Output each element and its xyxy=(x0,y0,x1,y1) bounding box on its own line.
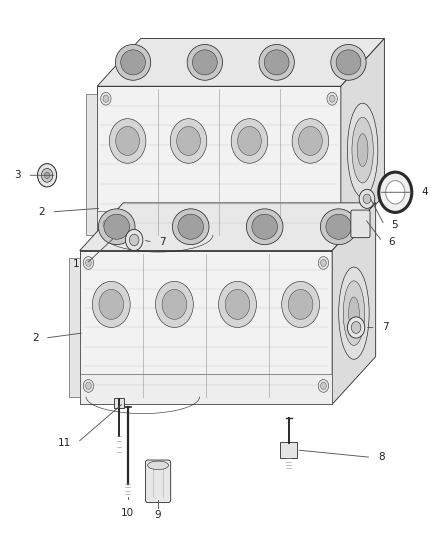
Ellipse shape xyxy=(148,461,169,470)
Text: 10: 10 xyxy=(121,508,134,518)
Ellipse shape xyxy=(264,50,289,75)
Circle shape xyxy=(351,321,361,333)
Circle shape xyxy=(83,379,94,392)
Circle shape xyxy=(299,126,322,156)
Polygon shape xyxy=(86,94,97,235)
Circle shape xyxy=(83,256,94,269)
Circle shape xyxy=(85,260,91,266)
Ellipse shape xyxy=(349,297,359,329)
Ellipse shape xyxy=(331,44,366,80)
Text: 4: 4 xyxy=(421,187,428,197)
Text: 7: 7 xyxy=(159,237,166,247)
Circle shape xyxy=(359,189,375,208)
Circle shape xyxy=(231,119,268,163)
Circle shape xyxy=(386,181,405,204)
Polygon shape xyxy=(341,38,385,243)
Circle shape xyxy=(103,220,109,228)
Ellipse shape xyxy=(99,209,135,245)
Circle shape xyxy=(379,172,412,213)
Ellipse shape xyxy=(343,281,364,345)
Circle shape xyxy=(282,281,320,327)
Polygon shape xyxy=(69,259,80,397)
Circle shape xyxy=(321,260,326,266)
Ellipse shape xyxy=(247,209,283,245)
Polygon shape xyxy=(80,251,332,405)
Polygon shape xyxy=(80,374,332,405)
Polygon shape xyxy=(332,203,376,405)
Circle shape xyxy=(42,168,53,182)
Ellipse shape xyxy=(121,50,145,75)
Text: 9: 9 xyxy=(155,511,161,520)
Ellipse shape xyxy=(357,134,368,166)
Circle shape xyxy=(327,217,337,230)
Ellipse shape xyxy=(352,117,373,183)
Ellipse shape xyxy=(187,44,223,80)
Circle shape xyxy=(101,217,111,230)
FancyBboxPatch shape xyxy=(351,210,370,238)
Circle shape xyxy=(219,281,256,327)
Circle shape xyxy=(162,289,187,319)
Text: 8: 8 xyxy=(378,453,385,463)
Ellipse shape xyxy=(178,214,204,239)
Circle shape xyxy=(318,379,328,392)
Circle shape xyxy=(329,95,335,102)
Text: 2: 2 xyxy=(38,207,45,217)
Circle shape xyxy=(329,220,335,228)
Circle shape xyxy=(327,92,337,105)
Circle shape xyxy=(363,194,371,204)
Circle shape xyxy=(129,234,139,246)
Circle shape xyxy=(321,382,326,390)
Ellipse shape xyxy=(347,103,378,197)
Ellipse shape xyxy=(173,209,209,245)
Circle shape xyxy=(177,126,201,156)
Ellipse shape xyxy=(259,44,294,80)
Text: 7: 7 xyxy=(382,322,389,333)
Circle shape xyxy=(347,317,365,338)
Circle shape xyxy=(292,119,328,163)
Polygon shape xyxy=(97,86,341,243)
Circle shape xyxy=(99,289,124,319)
Ellipse shape xyxy=(326,214,352,239)
Text: 5: 5 xyxy=(391,220,398,230)
Ellipse shape xyxy=(104,214,130,239)
FancyBboxPatch shape xyxy=(145,460,171,503)
Ellipse shape xyxy=(115,44,151,80)
Text: 2: 2 xyxy=(32,333,39,343)
Circle shape xyxy=(155,281,193,327)
Circle shape xyxy=(45,172,49,179)
Circle shape xyxy=(101,92,111,105)
Circle shape xyxy=(116,126,139,156)
Ellipse shape xyxy=(192,50,217,75)
Text: 6: 6 xyxy=(389,237,396,247)
Circle shape xyxy=(125,229,143,251)
Circle shape xyxy=(92,281,130,327)
Ellipse shape xyxy=(320,209,357,245)
FancyBboxPatch shape xyxy=(114,398,124,408)
Text: 3: 3 xyxy=(14,171,21,180)
Circle shape xyxy=(38,164,57,187)
Circle shape xyxy=(103,95,109,102)
Polygon shape xyxy=(80,203,376,251)
Polygon shape xyxy=(97,212,341,243)
Circle shape xyxy=(318,256,328,269)
Text: 11: 11 xyxy=(58,438,71,448)
Circle shape xyxy=(288,289,313,319)
Ellipse shape xyxy=(336,50,361,75)
Text: 1: 1 xyxy=(73,259,80,269)
FancyBboxPatch shape xyxy=(280,442,297,458)
Polygon shape xyxy=(97,38,385,86)
Circle shape xyxy=(110,119,146,163)
Circle shape xyxy=(85,382,91,390)
Circle shape xyxy=(225,289,250,319)
Ellipse shape xyxy=(252,214,278,239)
Ellipse shape xyxy=(339,267,369,359)
Circle shape xyxy=(170,119,207,163)
Circle shape xyxy=(237,126,261,156)
